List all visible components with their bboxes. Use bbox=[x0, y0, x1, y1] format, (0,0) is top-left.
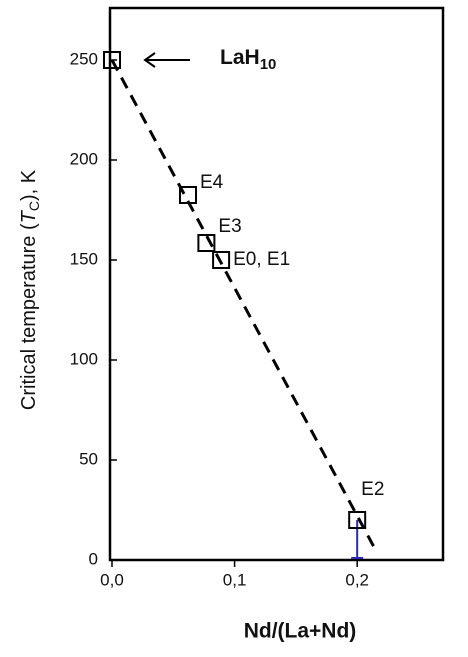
y-tick-label: 50 bbox=[79, 449, 98, 468]
y-label-part: Critical temperature ( bbox=[18, 223, 40, 410]
annotation-subscript: 10 bbox=[260, 56, 277, 73]
trend-line bbox=[110, 59, 377, 551]
x-tick-label: 0,2 bbox=[345, 570, 369, 589]
point bbox=[103, 51, 121, 69]
point-label: E0, E1 bbox=[233, 249, 290, 270]
y-label-part: ), K bbox=[18, 169, 40, 201]
point-label: E4 bbox=[200, 172, 224, 193]
x-tick-label: 0,1 bbox=[223, 570, 247, 589]
y-label-part: T bbox=[18, 209, 40, 223]
point-label: E2 bbox=[361, 479, 384, 500]
y-tick-label: 100 bbox=[70, 349, 98, 368]
point bbox=[197, 234, 216, 252]
y-tick-label: 200 bbox=[70, 149, 98, 168]
y-tick-label: 0 bbox=[89, 549, 98, 568]
x-tick-label: 0,0 bbox=[100, 570, 124, 589]
plot-frame bbox=[108, 6, 445, 562]
point bbox=[212, 251, 231, 269]
annotation: LaH10 bbox=[220, 46, 276, 73]
x-axis-label: Nd/(La+Nd) bbox=[244, 620, 357, 643]
point-label: E3 bbox=[218, 216, 241, 237]
point bbox=[348, 511, 367, 529]
y-label-part: C bbox=[26, 201, 42, 211]
y-axis-label: Critical temperature (TC), K bbox=[18, 169, 41, 410]
annotation-text: LaH bbox=[220, 46, 260, 69]
y-tick-label: 150 bbox=[70, 249, 98, 268]
point bbox=[179, 186, 198, 204]
y-tick-label: 250 bbox=[70, 49, 98, 68]
annotation-arrowhead bbox=[143, 52, 156, 68]
